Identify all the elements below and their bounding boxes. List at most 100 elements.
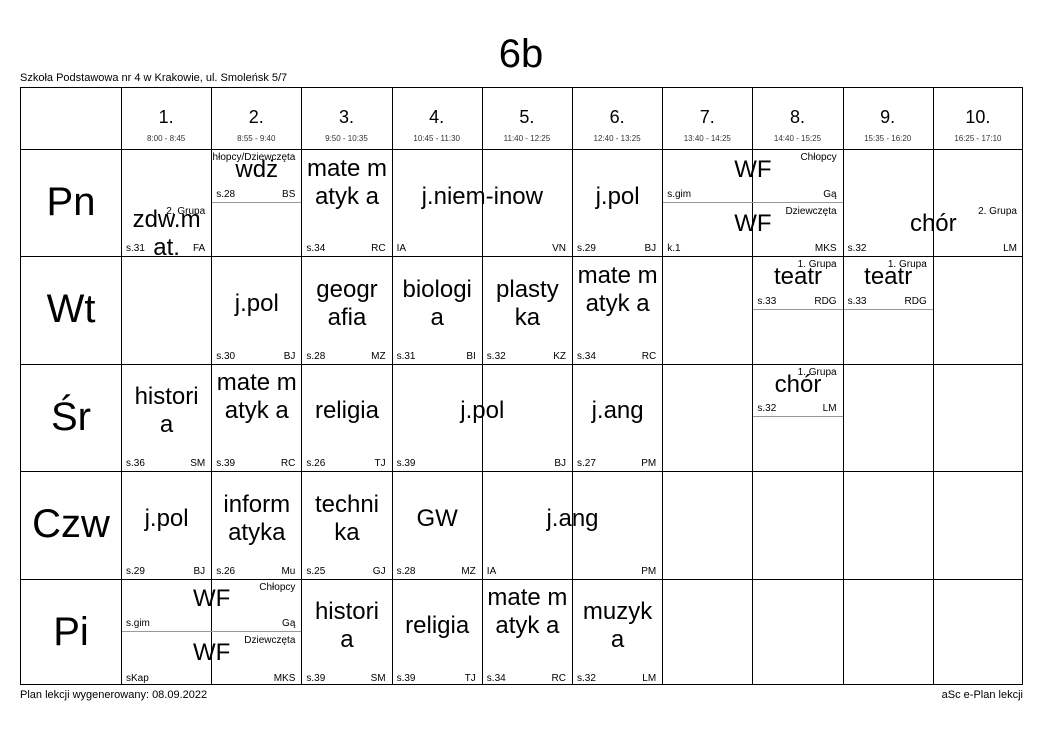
lesson-cell[interactable]: muzyk a s.32 LM: [573, 580, 662, 686]
lesson-teacher: LM: [1003, 243, 1017, 255]
lesson-teacher: RC: [551, 672, 566, 684]
lesson-room: s.36: [126, 458, 145, 470]
school-name: Szkoła Podstawowa nr 4 w Krakowie, ul. S…: [20, 72, 288, 84]
lesson-cell[interactable]: Dziewczęta WF k.1 MKS: [663, 204, 842, 257]
lesson-room: s.25: [306, 565, 326, 577]
lesson-room: s.28: [306, 350, 326, 362]
lesson-subject: WF: [734, 155, 772, 183]
lesson-group: Dziewczęta: [785, 205, 837, 217]
period-header: 8. 14:40 - 15:25: [752, 88, 842, 149]
lesson-cell[interactable]: j.pol s.39 BJ: [393, 365, 572, 471]
lesson-subject: j.pol: [144, 504, 189, 532]
lesson-cell[interactable]: Dziewczęta WF sKap MKS: [122, 633, 301, 686]
lesson-cell[interactable]: Chłopcy WF s.gim Gą: [663, 150, 843, 203]
lesson-subject: mate matyk a: [577, 262, 658, 318]
period-time: 11:40 - 12:25: [503, 134, 551, 143]
lesson-group: 1. Grupa: [797, 366, 837, 378]
period-header: 9. 15:35 - 16:20: [843, 88, 933, 149]
lesson-cell[interactable]: mate matyk a s.34 RC: [483, 580, 572, 686]
lesson-teacher: Gą: [823, 188, 837, 200]
lesson-teacher: VN: [552, 243, 566, 255]
lesson-subject: religia: [314, 397, 379, 425]
period-header: 7. 13:40 - 14:25: [662, 88, 752, 149]
lesson-teacher: LM: [642, 672, 657, 684]
lesson-cell[interactable]: histori a s.39 SM: [302, 580, 391, 686]
lesson-cell[interactable]: plasty ka s.32 KZ: [483, 257, 572, 363]
lesson-room: s.34: [306, 243, 326, 255]
period-number: 4.: [429, 107, 445, 127]
lesson-cell[interactable]: inform atyka s.26 Mu: [212, 472, 301, 578]
column-divider: [121, 88, 122, 684]
lesson-cell[interactable]: mate matyk a s.34 RC: [302, 150, 391, 256]
period-header: 6. 12:40 - 13:25: [572, 88, 662, 149]
lesson-cell[interactable]: j.niem-inow IA VN: [393, 150, 572, 256]
lesson-cell[interactable]: religia s.39 TJ: [393, 580, 482, 686]
lesson-cell[interactable]: geogr afia s.28 MZ: [302, 257, 391, 363]
period-number: 6.: [609, 107, 625, 127]
lesson-cell[interactable]: 1. Grupa teatr s.33 RDG: [753, 257, 843, 311]
software-name: aSc e-Plan lekcji: [941, 689, 1023, 701]
day-label: Pn: [46, 180, 96, 224]
period-time: 8:00 - 8:45: [146, 134, 186, 143]
period-header: 3. 9:50 - 10:35: [301, 88, 391, 149]
lesson-subject: chór: [774, 370, 822, 398]
lesson-room: s.31: [396, 350, 416, 362]
lesson-cell[interactable]: j.pol s.29 BJ: [573, 150, 662, 256]
lesson-cell[interactable]: j.ang IA PM: [483, 472, 662, 578]
lesson-room: s.33: [757, 296, 777, 308]
lesson-cell[interactable]: Chłopcy WF s.gim Gą: [122, 580, 302, 633]
lesson-room: IA: [396, 243, 407, 255]
lesson-room: s.29: [577, 243, 596, 255]
lesson-room: s.gim: [667, 188, 692, 200]
lesson-group: 1. Grupa: [797, 259, 837, 271]
lesson-cell[interactable]: mate matyk a s.39 RC: [212, 365, 301, 471]
lesson-room: s.39: [396, 672, 416, 684]
timetable-grid: 1. 8:00 - 8:45 2. 8:55 - 9:40 3. 9:50 - 10:35…: [20, 87, 1023, 685]
lesson-subject: geogr afia: [316, 276, 378, 332]
period-number: 2.: [248, 107, 264, 127]
lesson-cell[interactable]: techni ka s.25 GJ: [302, 472, 391, 578]
lesson-room: s.39: [306, 672, 326, 684]
lesson-room: s.31: [126, 243, 145, 255]
lesson-subject: biologi a: [402, 276, 472, 332]
lesson-subject: inform atyka: [223, 490, 291, 546]
period-number: 9.: [880, 107, 896, 127]
lesson-group: Chłopcy: [259, 581, 296, 593]
lesson-teacher: RC: [641, 350, 657, 362]
day-label: Śr: [51, 394, 91, 439]
lesson-cell[interactable]: 1. Grupa teatr s.33 RDG: [843, 257, 933, 311]
lesson-room: IA: [486, 565, 497, 577]
row-divider: [21, 471, 1022, 473]
lesson-room: sKap: [126, 672, 149, 684]
lesson-teacher: GJ: [372, 565, 386, 577]
lesson-cell[interactable]: Chłopcy/Dziewczęta wdż s.28 BS: [212, 150, 302, 203]
lesson-cell[interactable]: j.ang s.27 PM: [573, 365, 662, 471]
lesson-teacher: SM: [370, 672, 386, 684]
lesson-cell[interactable]: j.pol s.30 BJ: [212, 257, 301, 363]
period-number: 1.: [158, 107, 174, 127]
lesson-subject: WF: [193, 585, 231, 613]
lesson-group: 1. Grupa: [887, 259, 927, 271]
lesson-cell[interactable]: religia s.26 TJ: [302, 365, 391, 471]
column-divider: [211, 88, 213, 684]
lesson-cell[interactable]: GW s.28 MZ: [393, 472, 482, 578]
lesson-room: s.34: [577, 350, 596, 362]
column-divider: [752, 88, 754, 684]
lesson-room: s.28: [216, 188, 236, 200]
lesson-cell[interactable]: j.pol s.29 BJ: [122, 472, 211, 578]
lesson-room: s.34: [486, 672, 506, 684]
lesson-subject: histori a: [314, 598, 379, 654]
lesson-cell[interactable]: histori a s.36 SM: [122, 365, 211, 471]
column-divider: [662, 88, 664, 684]
lesson-group: Chłopcy: [800, 152, 837, 163]
period-number: 10.: [965, 107, 991, 127]
lesson-cell[interactable]: 1. Grupa chór s.32 LM: [753, 365, 843, 418]
lesson-cell[interactable]: mate matyk a s.34 RC: [573, 257, 662, 363]
lesson-subject: j.pol: [234, 290, 279, 318]
lesson-cell[interactable]: 2. Grupa zdw.m at. s.31 FA: [122, 204, 211, 257]
lesson-subject: muzyk a: [582, 598, 653, 654]
lesson-cell[interactable]: 2. Grupa chór s.32 LM: [844, 204, 1023, 257]
lesson-cell[interactable]: biologi a s.31 BI: [393, 257, 482, 363]
period-number: 7.: [699, 107, 715, 127]
lesson-teacher: TJ: [374, 458, 386, 470]
